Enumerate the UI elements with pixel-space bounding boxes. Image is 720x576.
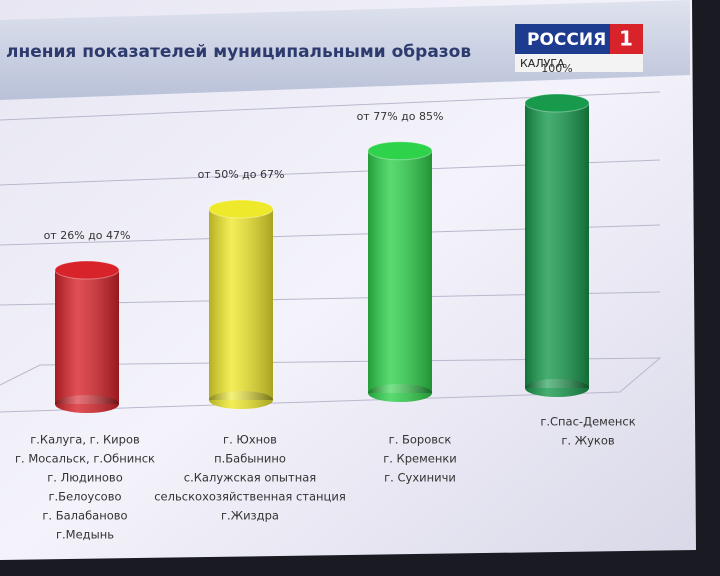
value-label: от 26% до 47%	[44, 229, 131, 242]
bar-shading	[209, 209, 273, 400]
chart-title: лнения показателей муниципальными образо…	[6, 42, 471, 62]
category-label: г.Жиздра	[221, 509, 279, 523]
bar-bottom-shade	[209, 391, 273, 409]
category-label: г.Медынь	[56, 528, 114, 542]
bar-shading	[525, 103, 589, 388]
bar-top	[524, 93, 590, 113]
slide	[0, 0, 696, 560]
channel-number: 1	[619, 27, 633, 51]
category-label: г.Спас-Деменск	[540, 415, 635, 429]
bar-top	[54, 260, 120, 280]
bar-shading	[55, 270, 119, 404]
category-label: г. Юхнов	[223, 433, 277, 447]
category-label: г. Балабаново	[42, 509, 127, 523]
bar-bottom-shade	[368, 384, 432, 402]
category-label: г. Сухиничи	[384, 471, 456, 485]
bar-top	[367, 141, 433, 161]
category-label: сельскохозяйственная станция	[154, 490, 346, 504]
bar-bottom-shade	[525, 379, 589, 397]
category-label: г.Калуга, г. Киров	[30, 433, 140, 447]
category-label: г. Боровск	[389, 433, 452, 447]
category-label: г. Кременки	[383, 452, 457, 466]
category-label: п.Бабынино	[214, 452, 286, 466]
bar-top	[208, 199, 274, 219]
bar-shading	[368, 150, 432, 393]
channel-name: РОССИЯ	[527, 30, 606, 50]
category-label: с.Калужская опытная	[184, 471, 316, 485]
category-label: г. Людиново	[47, 471, 122, 485]
category-label: г. Мосальск, г.Обнинск	[15, 452, 155, 466]
category-label: г.Белоусово	[48, 490, 121, 504]
region-name: КАЛУГА	[520, 57, 565, 70]
bar-bottom-shade	[55, 395, 119, 413]
channel-logo: РОССИЯ 1 КАЛУГА	[515, 24, 643, 72]
category-label: г. Жуков	[561, 434, 615, 448]
value-label: от 50% до 67%	[198, 168, 285, 181]
value-label: от 77% до 85%	[357, 110, 444, 123]
value-label: 100%	[541, 62, 572, 75]
